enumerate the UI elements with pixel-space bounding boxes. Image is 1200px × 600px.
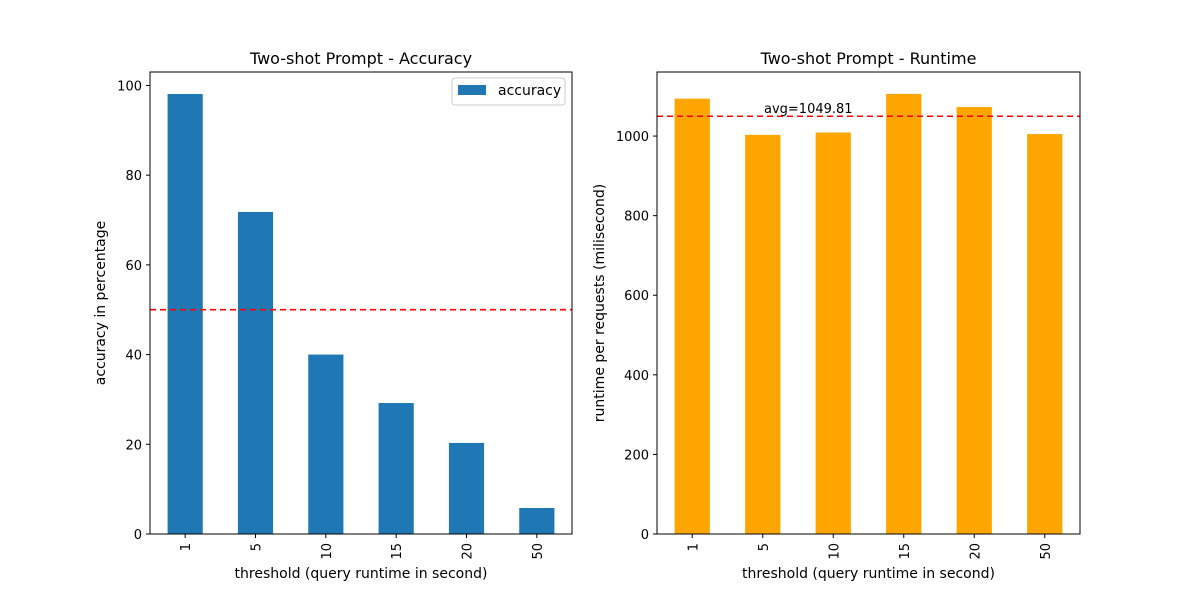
legend-label: accuracy bbox=[498, 83, 561, 99]
x-tick-label: 5 bbox=[757, 543, 772, 551]
x-tick-label: 5 bbox=[250, 543, 265, 551]
chart-title: Two-shot Prompt - Accuracy bbox=[249, 49, 472, 68]
bar-15 bbox=[378, 403, 414, 534]
bar-15 bbox=[886, 93, 922, 535]
bar-20 bbox=[956, 107, 992, 534]
y-tick-label: 800 bbox=[624, 210, 649, 225]
x-tick-label: 20 bbox=[461, 543, 476, 560]
average-annotation: avg=1049.81 bbox=[764, 102, 853, 117]
y-tick-label: 0 bbox=[134, 528, 142, 543]
plot-frame bbox=[149, 71, 573, 535]
chart-title: Two-shot Prompt - Runtime bbox=[760, 49, 977, 68]
y-tick-label: 1000 bbox=[616, 130, 649, 145]
plot-frame bbox=[656, 71, 1081, 535]
y-tick-label: 40 bbox=[125, 349, 142, 364]
y-tick-label: 0 bbox=[641, 528, 649, 543]
legend-box bbox=[451, 77, 566, 106]
bar-1 bbox=[167, 93, 203, 534]
y-axis-label: runtime per requests (milisecond) bbox=[592, 184, 608, 422]
bar-20 bbox=[448, 442, 485, 534]
x-tick-label: 1 bbox=[179, 543, 194, 551]
bar-50 bbox=[1027, 134, 1063, 534]
y-axis-label: accuracy in percentage bbox=[93, 221, 109, 386]
bar-1 bbox=[674, 98, 710, 534]
y-tick-label: 100 bbox=[117, 79, 142, 94]
y-tick-label: 200 bbox=[624, 448, 649, 463]
y-tick-label: 600 bbox=[624, 289, 649, 304]
runtime-chart: Two-shot Prompt - Runtime threshold (que… bbox=[592, 49, 1081, 582]
x-axis-label: threshold (query runtime in second) bbox=[235, 566, 488, 582]
legend-swatch bbox=[458, 85, 486, 95]
x-tick-label: 50 bbox=[1039, 543, 1054, 560]
x-tick-label: 1 bbox=[686, 543, 701, 551]
x-axis-label: threshold (query runtime in second) bbox=[742, 566, 995, 582]
y-tick-label: 80 bbox=[125, 169, 142, 184]
legend: accuracy bbox=[451, 77, 566, 106]
bar-10 bbox=[308, 354, 344, 534]
bar-5 bbox=[745, 134, 781, 534]
y-tick-label: 60 bbox=[125, 259, 142, 274]
x-tick-label: 20 bbox=[968, 543, 983, 560]
bar-10 bbox=[815, 132, 851, 535]
accuracy-chart: Two-shot Prompt - Accuracy threshold (qu… bbox=[93, 49, 573, 582]
x-tick-label: 15 bbox=[898, 543, 913, 560]
bar-5 bbox=[237, 211, 274, 535]
x-tick-label: 10 bbox=[320, 543, 335, 560]
y-tick-label: 400 bbox=[624, 369, 649, 384]
y-tick-label: 20 bbox=[125, 438, 142, 453]
bar-50 bbox=[519, 507, 555, 534]
x-tick-label: 50 bbox=[531, 543, 546, 560]
x-tick-label: 10 bbox=[827, 543, 842, 560]
x-tick-label: 15 bbox=[390, 543, 405, 560]
